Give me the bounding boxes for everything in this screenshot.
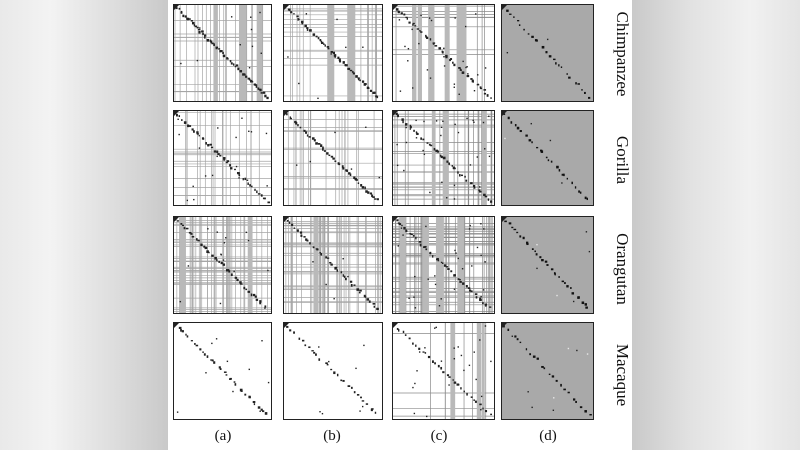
col-label-a: (a) xyxy=(214,428,232,444)
dotplot-panel-macaque-d xyxy=(501,322,594,420)
dotplot-panel-gorilla-b xyxy=(283,110,383,206)
dotplot-panel-orangutan-c xyxy=(392,216,495,314)
dotplot-panel-orangutan-a xyxy=(173,216,272,314)
col-label-b: (b) xyxy=(323,428,341,444)
left-blurred-background xyxy=(0,0,168,450)
dotplot-panel-gorilla-d xyxy=(501,110,594,206)
dotplot-panel-gorilla-c xyxy=(392,110,495,206)
dotplot-panel-chimpanzee-d xyxy=(501,4,594,102)
dotplot-panel-orangutan-b xyxy=(283,216,383,314)
dotplot-panel-chimpanzee-a xyxy=(173,4,272,102)
col-label-d: (d) xyxy=(539,428,557,444)
row-label-macaque: Macaque xyxy=(613,343,632,407)
row-label-gorilla: Gorilla xyxy=(613,135,632,185)
row-label-chimpanzee: Chimpanzee xyxy=(613,11,632,97)
right-blurred-background xyxy=(632,0,800,450)
dotplot-panel-chimpanzee-c xyxy=(392,4,495,102)
dotplot-panel-gorilla-a xyxy=(173,110,272,206)
row-label-orangutan: Orangutan xyxy=(613,233,632,305)
dotplot-panel-macaque-c xyxy=(392,322,495,420)
dotplot-panel-orangutan-d xyxy=(501,216,594,314)
figure: Chimpanzee Gorilla Orangutan Macaque (a)… xyxy=(168,0,632,450)
dotplot-panel-macaque-a xyxy=(173,322,272,420)
col-label-c: (c) xyxy=(430,428,448,444)
dotplot-panel-chimpanzee-b xyxy=(283,4,383,102)
dotplot-panel-macaque-b xyxy=(283,322,383,420)
